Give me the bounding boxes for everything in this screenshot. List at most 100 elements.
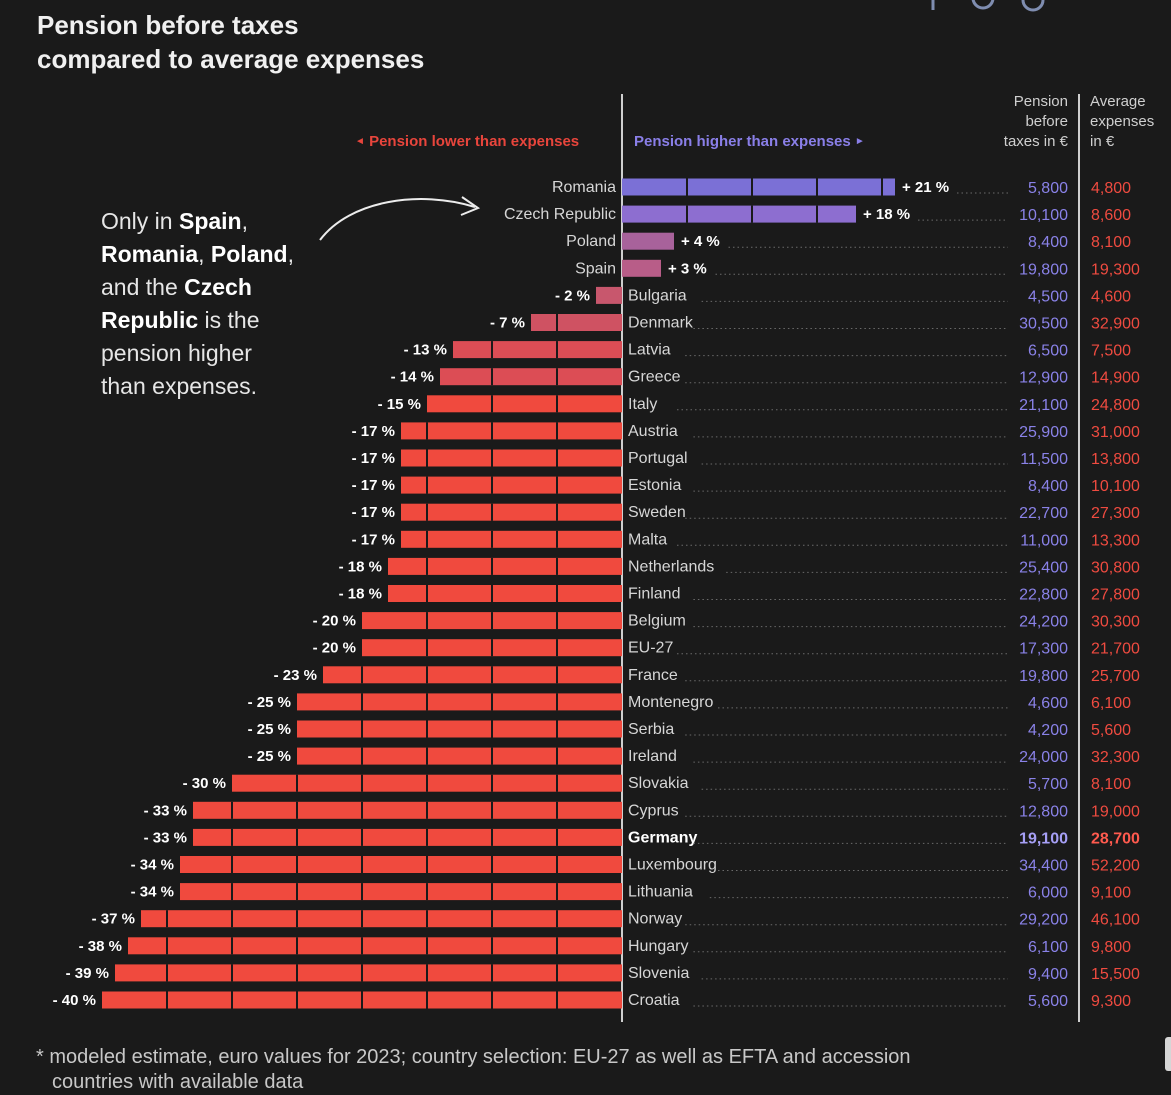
expenses-value: 7,500 — [1091, 343, 1131, 360]
category-label: Cyprus — [628, 802, 679, 819]
category-label: Poland — [566, 233, 616, 250]
bar — [141, 910, 622, 928]
expenses-value: 19,000 — [1091, 803, 1140, 820]
category-label: Hungary — [628, 938, 688, 955]
category-label: Romania — [552, 179, 616, 196]
expenses-value: 14,900 — [1091, 370, 1140, 387]
data-label: + 18 % — [863, 206, 910, 223]
bar — [622, 178, 895, 196]
category-label: Czech Republic — [504, 206, 616, 223]
bar — [401, 476, 622, 494]
data-label: - 33 % — [144, 829, 187, 846]
pension-value: 19,800 — [1019, 668, 1068, 685]
scrollbar-handle[interactable] — [1165, 1037, 1171, 1071]
pension-value: 12,800 — [1019, 803, 1068, 820]
legend-lower-label: Pension lower than expenses — [369, 133, 580, 150]
legend-higher: Pension higher than expenses ► — [634, 133, 865, 150]
data-label: - 18 % — [339, 558, 382, 575]
data-label: - 17 % — [352, 477, 395, 494]
note-spain: Spain — [178, 208, 242, 234]
bar — [440, 368, 622, 386]
pension-value: 24,000 — [1019, 749, 1068, 766]
category-label: Estonia — [628, 477, 681, 494]
category-label: Croatia — [628, 992, 680, 1009]
expenses-value: 4,600 — [1091, 288, 1131, 305]
bar — [622, 259, 661, 277]
category-label: Malta — [628, 531, 667, 548]
category-label: Spain — [575, 260, 616, 277]
expenses-value: 24,800 — [1091, 397, 1140, 414]
pension-value: 21,100 — [1019, 397, 1068, 414]
pension-value: 25,900 — [1019, 424, 1068, 441]
expenses-value: 13,800 — [1091, 451, 1140, 468]
footnote: * modeled estimate, euro values for 2023… — [36, 1046, 911, 1093]
data-label: - 13 % — [404, 342, 447, 359]
data-label: - 34 % — [131, 857, 174, 874]
pension-value: 8,400 — [1028, 234, 1068, 251]
bar — [388, 585, 622, 602]
data-label: - 25 % — [248, 721, 291, 738]
pension-value: 8,400 — [1028, 478, 1068, 495]
expenses-value: 19,300 — [1091, 261, 1140, 278]
bar — [401, 422, 622, 440]
data-label: - 14 % — [391, 369, 434, 386]
note-romania: Romania — [101, 241, 199, 267]
expenses-value: 30,800 — [1091, 559, 1140, 576]
data-label: - 40 % — [53, 992, 96, 1009]
expenses-value: 8,100 — [1091, 776, 1131, 793]
bar — [115, 964, 622, 982]
data-label: + 3 % — [668, 260, 707, 277]
category-label: Serbia — [628, 721, 674, 738]
data-label: + 21 % — [902, 179, 949, 196]
expenses-value: 32,900 — [1091, 316, 1140, 333]
pension-value: 9,400 — [1028, 966, 1068, 983]
data-label: - 25 % — [248, 694, 291, 711]
category-label: Greece — [628, 369, 681, 386]
annotation-text: Only in Spain, Romania, Poland, and the … — [101, 208, 294, 399]
bar — [388, 557, 622, 575]
pension-value: 5,800 — [1028, 180, 1068, 197]
data-label: - 17 % — [352, 423, 395, 440]
bar — [180, 883, 622, 901]
data-label: - 38 % — [79, 938, 122, 955]
category-label: Montenegro — [628, 694, 713, 711]
bar — [401, 530, 622, 548]
note-republic: Republic — [101, 307, 199, 333]
bar — [323, 666, 622, 684]
data-label: - 23 % — [274, 667, 317, 684]
data-label: - 17 % — [352, 504, 395, 521]
expenses-value: 46,100 — [1091, 912, 1140, 929]
pension-value: 24,200 — [1019, 614, 1068, 631]
annotation-arrow-icon — [319, 196, 481, 241]
bar — [297, 693, 622, 711]
data-label: - 17 % — [352, 450, 395, 467]
data-label: - 17 % — [352, 531, 395, 548]
category-label: EU-27 — [628, 640, 673, 657]
pension-column-header: Pension before taxes in € — [1003, 93, 1068, 150]
data-label: - 7 % — [490, 315, 525, 332]
pension-value: 5,700 — [1028, 776, 1068, 793]
data-label: - 30 % — [183, 775, 226, 792]
expenses-value: 21,700 — [1091, 641, 1140, 658]
pension-value: 22,800 — [1019, 587, 1068, 604]
data-label: + 4 % — [681, 233, 720, 250]
pension-value: 19,800 — [1019, 261, 1068, 278]
bar — [193, 828, 622, 846]
bar — [128, 937, 622, 955]
category-label: Sweden — [628, 504, 686, 521]
expenses-value: 8,600 — [1091, 207, 1131, 224]
expenses-value: 13,300 — [1091, 532, 1140, 549]
pension-value: 30,500 — [1019, 316, 1068, 333]
data-label: - 37 % — [92, 911, 135, 928]
pension-value: 4,600 — [1028, 695, 1068, 712]
data-label: - 20 % — [313, 640, 356, 657]
expenses-value: 31,000 — [1091, 424, 1140, 441]
pension-value: 22,700 — [1019, 505, 1068, 522]
category-label: Ireland — [628, 748, 677, 765]
category-label: Lithuania — [628, 884, 693, 901]
pension-value: 29,200 — [1019, 912, 1068, 929]
pension-value: 6,000 — [1028, 885, 1068, 902]
data-label: - 18 % — [339, 586, 382, 603]
bar — [401, 449, 622, 467]
pension-value: 34,400 — [1019, 858, 1068, 875]
